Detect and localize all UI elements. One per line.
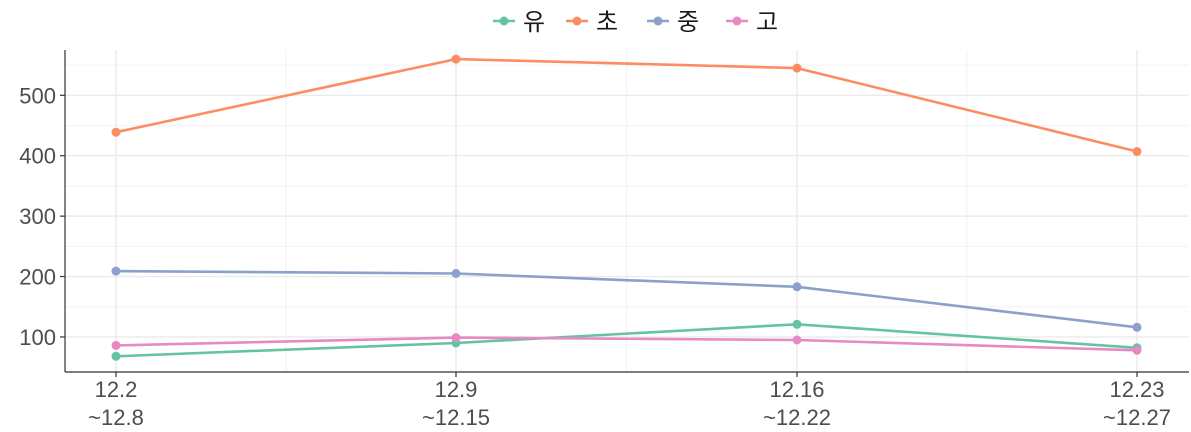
legend-label: 초	[596, 8, 618, 36]
data-point-series-3	[1132, 322, 1142, 332]
series-line-1	[115, 322, 1138, 358]
x-tick-label: 12.23	[1109, 377, 1164, 402]
data-point-series-4	[792, 335, 802, 345]
data-point-series-4	[451, 333, 461, 343]
x-tick-label-range: ~12.8	[88, 405, 144, 430]
series-line-3	[115, 269, 1138, 329]
data-point-series-2	[792, 63, 802, 73]
series-layer	[111, 54, 1142, 361]
x-tick-label: 12.9	[435, 377, 478, 402]
data-point-series-2	[451, 54, 461, 64]
data-point-series-4	[111, 340, 121, 350]
legend-key-point	[653, 16, 663, 26]
legend-label: 고	[756, 8, 778, 36]
y-tick-label: 400	[19, 144, 56, 169]
x-tick-label: 12.2	[95, 377, 138, 402]
x-axis-ticks: 12.2 ~12.8 12.9 ~12.15 12.16 ~12.22 12.23 ~12.2…	[88, 372, 1171, 430]
y-tick-label: 200	[19, 265, 56, 290]
x-tick-label-range: ~12.27	[1103, 405, 1171, 430]
y-tick-label: 100	[19, 325, 56, 350]
legend-label: 유	[523, 8, 545, 36]
legend-label: 중	[677, 8, 699, 36]
series-line-4	[115, 336, 1138, 352]
data-point-series-4	[1132, 345, 1142, 355]
data-point-series-2	[1132, 147, 1142, 156]
x-tick-label: 12.16	[769, 377, 824, 402]
data-point-series-1	[111, 351, 121, 361]
data-point-series-3	[451, 269, 461, 278]
y-tick-label: 500	[19, 83, 56, 108]
series-line-2	[115, 57, 1138, 153]
y-tick-label: 300	[19, 204, 56, 229]
data-point-series-1	[792, 319, 802, 329]
x-tick-label-range: ~12.22	[763, 405, 831, 430]
x-tick-label-range: ~12.15	[422, 405, 490, 430]
legend-key-point	[732, 16, 742, 26]
legend-key-point	[572, 16, 582, 26]
y-axis-ticks: 100 200 300 400 500	[19, 83, 65, 350]
data-point-series-3	[792, 282, 802, 292]
data-point-series-3	[111, 266, 121, 276]
data-point-series-2	[111, 127, 121, 137]
minor-gridlines	[65, 50, 1189, 372]
legend-key-point	[499, 16, 509, 26]
major-gridlines	[65, 50, 1189, 372]
